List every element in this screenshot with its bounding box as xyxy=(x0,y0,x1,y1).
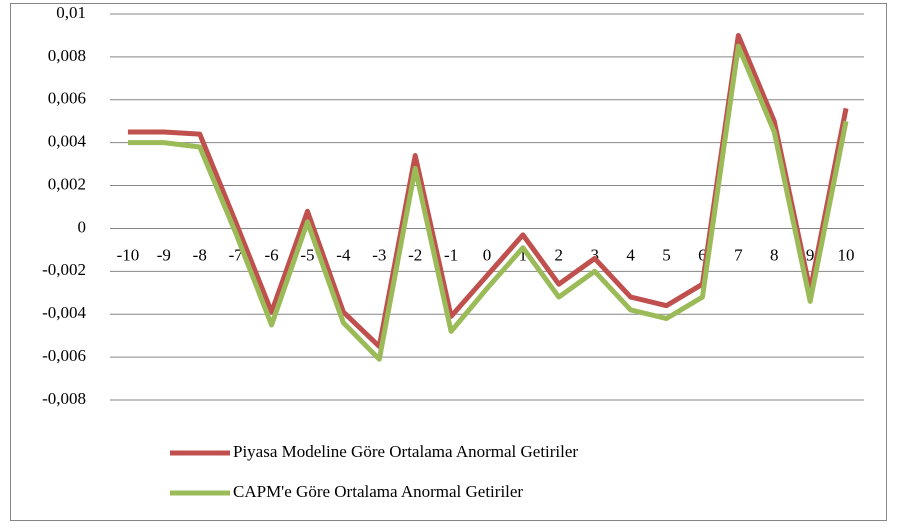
x-tick-label: -8 xyxy=(193,245,207,264)
series-line xyxy=(127,43,849,362)
y-tick-label: 0,008 xyxy=(48,46,86,65)
y-tick-label: 0,01 xyxy=(56,3,86,22)
y-tick-label: -0,004 xyxy=(42,303,86,322)
x-tick-label: -7 xyxy=(229,245,244,264)
x-tick-label: -3 xyxy=(372,245,386,264)
x-tick-label: -1 xyxy=(444,245,458,264)
x-tick-label: 4 xyxy=(626,245,635,264)
x-tick-label: -2 xyxy=(408,245,422,264)
x-tick-label: 7 xyxy=(734,245,743,264)
y-tick-label: -0,006 xyxy=(42,346,86,365)
x-tick-label: 8 xyxy=(770,245,779,264)
legend-label: CAPM'e Göre Ortalama Anormal Getiriler xyxy=(233,482,523,501)
x-tick-label: -6 xyxy=(264,245,278,264)
chart-frame xyxy=(10,3,887,521)
x-tick-label: 1 xyxy=(519,245,528,264)
y-tick-label: -0,008 xyxy=(42,389,86,408)
x-tick-label: -9 xyxy=(157,245,171,264)
x-tick-label: 10 xyxy=(838,245,855,264)
y-tick-label: -0,002 xyxy=(42,260,86,279)
x-tick-label: 9 xyxy=(806,245,815,264)
x-tick-label: -5 xyxy=(300,245,314,264)
y-tick-label: 0 xyxy=(78,217,87,236)
y-tick-label: 0,006 xyxy=(48,89,86,108)
x-tick-label: 6 xyxy=(698,245,707,264)
x-tick-label: 0 xyxy=(483,245,492,264)
legend-label: Piyasa Modeline Göre Ortalama Anormal Ge… xyxy=(233,442,578,461)
x-tick-label: 5 xyxy=(662,245,671,264)
x-tick-label: -10 xyxy=(117,245,140,264)
x-tick-label: 2 xyxy=(555,245,564,264)
y-tick-label: 0,002 xyxy=(48,174,86,193)
x-tick-label: -4 xyxy=(336,245,351,264)
y-tick-label: 0,004 xyxy=(48,132,87,151)
x-tick-label: 3 xyxy=(590,245,599,264)
